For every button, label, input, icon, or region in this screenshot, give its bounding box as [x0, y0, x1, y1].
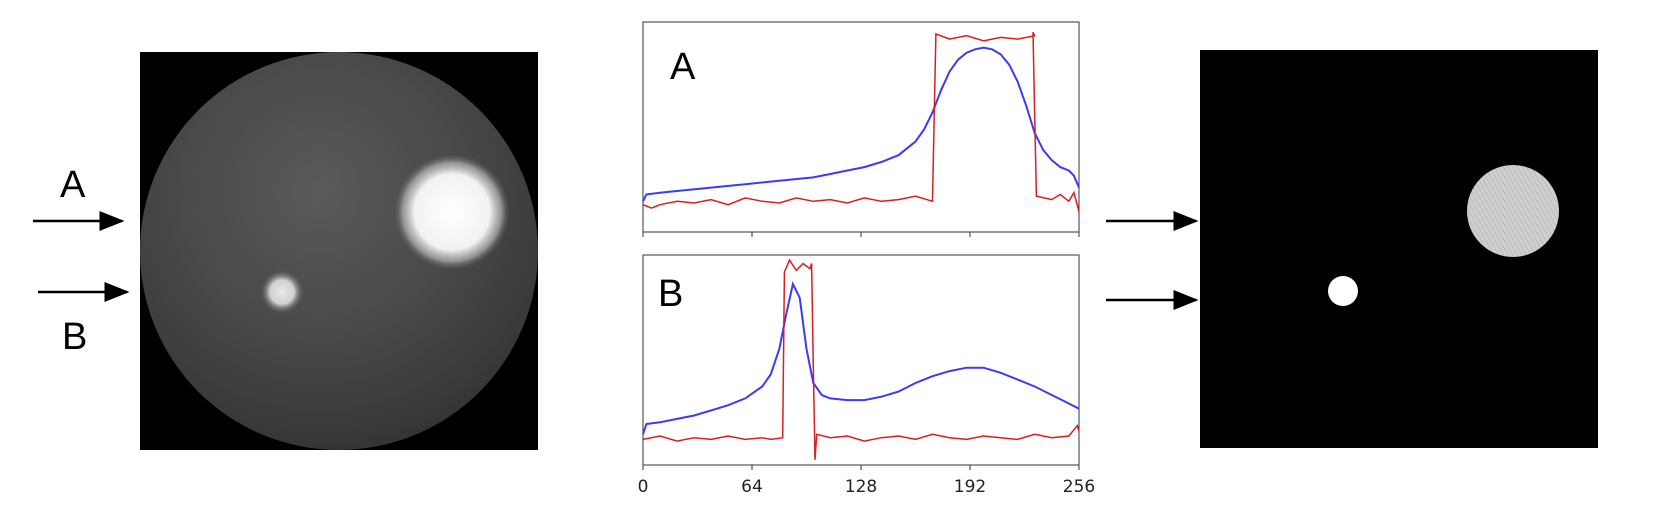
plot-a-label: A	[670, 46, 696, 88]
small-bright-spot	[260, 270, 304, 314]
blurred-phantom-image	[140, 52, 538, 450]
label-b-left: B	[62, 316, 88, 358]
plot-a: A	[642, 21, 1080, 237]
profile-plots: A B 0 64 128 192 256	[638, 21, 1096, 497]
plot-b-frame	[642, 254, 1080, 466]
series-blue-line	[642, 281, 1080, 435]
x-tick-0: 0	[638, 477, 649, 497]
plot-a-lines	[642, 31, 1080, 212]
x-tick-192: 192	[954, 477, 986, 497]
plot-a-frame	[642, 21, 1080, 233]
series-red-line	[642, 31, 1080, 212]
phantom-disc	[140, 52, 538, 450]
left-arrows	[33, 211, 130, 302]
plot-b-lines	[642, 258, 1080, 460]
x-tick-64: 64	[741, 477, 763, 497]
right-arrows	[1106, 211, 1199, 310]
large-bright-spot	[394, 154, 510, 270]
plot-b-xticks	[642, 465, 1080, 470]
plot-b: B 0 64 128 192 256	[638, 254, 1096, 497]
small-disc-segmented	[1328, 276, 1358, 306]
label-a-left: A	[60, 164, 86, 206]
series-red-line	[642, 258, 1080, 460]
plot-a-xticks	[642, 232, 1080, 237]
series-blue-line	[642, 46, 1080, 202]
x-tick-128: 128	[845, 477, 877, 497]
large-disc-segmented	[1467, 165, 1559, 257]
x-tick-labels: 0 64 128 192 256	[638, 477, 1096, 497]
plot-b-label: B	[658, 273, 683, 315]
reconstructed-image	[1200, 50, 1598, 448]
x-tick-256: 256	[1063, 477, 1095, 497]
